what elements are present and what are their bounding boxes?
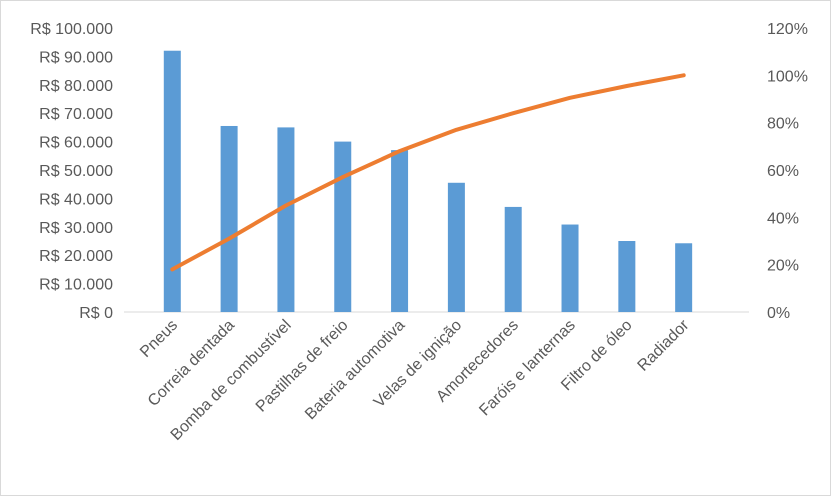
cumulative-line-series bbox=[170, 73, 686, 272]
y-right-tick-label: 20% bbox=[767, 258, 799, 275]
y-left-tick-label: R$ 60.000 bbox=[39, 135, 113, 152]
y-right-axis: 0% 20% 40% 60% 80% 100% 120% bbox=[767, 21, 808, 322]
bar bbox=[504, 206, 522, 312]
y-left-tick-label: R$ 0 bbox=[79, 305, 113, 322]
y-left-tick-label: R$ 20.000 bbox=[39, 248, 113, 265]
y-right-tick-label: 0% bbox=[767, 305, 790, 322]
y-left-tick-label: R$ 10.000 bbox=[39, 277, 113, 294]
x-category-label: Pneus bbox=[137, 317, 181, 361]
bar bbox=[220, 125, 238, 312]
bar bbox=[334, 141, 352, 312]
y-right-tick-label: 120% bbox=[767, 21, 808, 38]
x-category-label: Bateria automotiva bbox=[302, 317, 408, 423]
y-right-tick-label: 100% bbox=[767, 68, 808, 85]
y-right-tick-label: 60% bbox=[767, 163, 799, 180]
x-category-label: Radiador bbox=[635, 316, 693, 374]
y-right-tick-label: 40% bbox=[767, 210, 799, 227]
bar bbox=[163, 50, 181, 312]
y-left-tick-label: R$ 100.000 bbox=[30, 21, 113, 38]
bar bbox=[675, 243, 693, 312]
y-left-tick-label: R$ 30.000 bbox=[39, 220, 113, 237]
y-left-tick-label: R$ 40.000 bbox=[39, 191, 113, 208]
y-right-tick-label: 80% bbox=[767, 116, 799, 133]
bar bbox=[391, 150, 409, 312]
y-left-tick-label: R$ 70.000 bbox=[39, 106, 113, 123]
bar bbox=[447, 182, 465, 312]
y-left-axis: R$ 0 R$ 10.000 R$ 20.000 R$ 30.000 R$ 40.000… bbox=[30, 21, 113, 322]
y-left-tick-label: R$ 80.000 bbox=[39, 78, 113, 95]
bar bbox=[277, 127, 295, 313]
x-category-label: Faróis e lanternas bbox=[476, 317, 579, 420]
y-left-tick-label: R$ 90.000 bbox=[39, 49, 113, 66]
bar bbox=[561, 224, 579, 312]
y-left-tick-label: R$ 50.000 bbox=[39, 163, 113, 180]
cumulative-line bbox=[170, 73, 686, 272]
bar bbox=[618, 241, 636, 312]
bar-series bbox=[163, 50, 693, 313]
